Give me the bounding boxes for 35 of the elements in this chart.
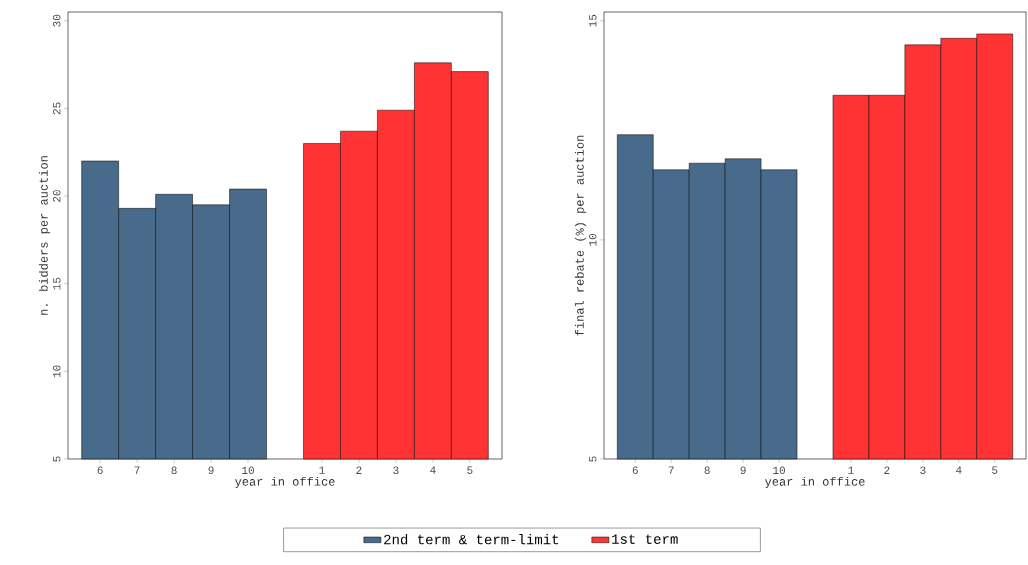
x-tick-label: 10 [242, 466, 254, 475]
x-tick-label: 6 [97, 466, 103, 475]
y-tick-label: 10 [589, 233, 597, 246]
x-tick-label: 8 [171, 466, 177, 475]
y-tick-label: 25 [53, 102, 61, 115]
x-tick-label: 1 [319, 466, 325, 474]
y-axis-title: n. bidders per auction [38, 156, 51, 315]
x-tick-label: 4 [430, 466, 436, 474]
x-tick-label: 7 [668, 466, 674, 474]
y-tick-label: 5 [589, 456, 597, 462]
y-tick-label: 10 [53, 365, 61, 378]
x-tick-label: 8 [704, 466, 710, 475]
legend-label: 2nd term & term-limit [384, 534, 559, 545]
x-tick-label: 9 [208, 466, 214, 475]
x-tick-label: 3 [393, 466, 399, 475]
x-tick-label: 6 [632, 466, 638, 475]
x-tick-label: 2 [884, 466, 890, 474]
x-axis-title: year in office [234, 476, 335, 489]
x-tick-label: 9 [740, 466, 746, 475]
legend-label: 1st term [612, 534, 678, 544]
x-tick-label: 3 [920, 466, 926, 475]
x-tick-label: 7 [134, 466, 140, 474]
x-axis-title: year in office [764, 476, 865, 489]
x-tick-label: 1 [848, 466, 854, 474]
x-tick-label: 4 [956, 466, 962, 474]
y-tick-label: 20 [53, 190, 61, 202]
y-tick-label: 15 [589, 14, 597, 27]
y-tick-label: 30 [53, 14, 61, 27]
y-tick-label: 5 [53, 456, 61, 462]
y-tick-label: 15 [53, 277, 61, 290]
x-tick-label: 10 [773, 466, 785, 475]
x-tick-label: 5 [992, 466, 998, 474]
x-tick-label: 5 [467, 466, 473, 474]
x-tick-label: 2 [356, 466, 362, 474]
y-axis-title: final rebate (%) per auction [574, 135, 587, 336]
